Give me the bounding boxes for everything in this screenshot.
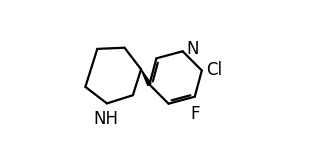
Text: N: N [187,40,199,58]
Text: Cl: Cl [206,61,222,79]
Text: NH: NH [93,110,118,128]
Text: F: F [191,105,200,123]
Polygon shape [141,69,151,85]
